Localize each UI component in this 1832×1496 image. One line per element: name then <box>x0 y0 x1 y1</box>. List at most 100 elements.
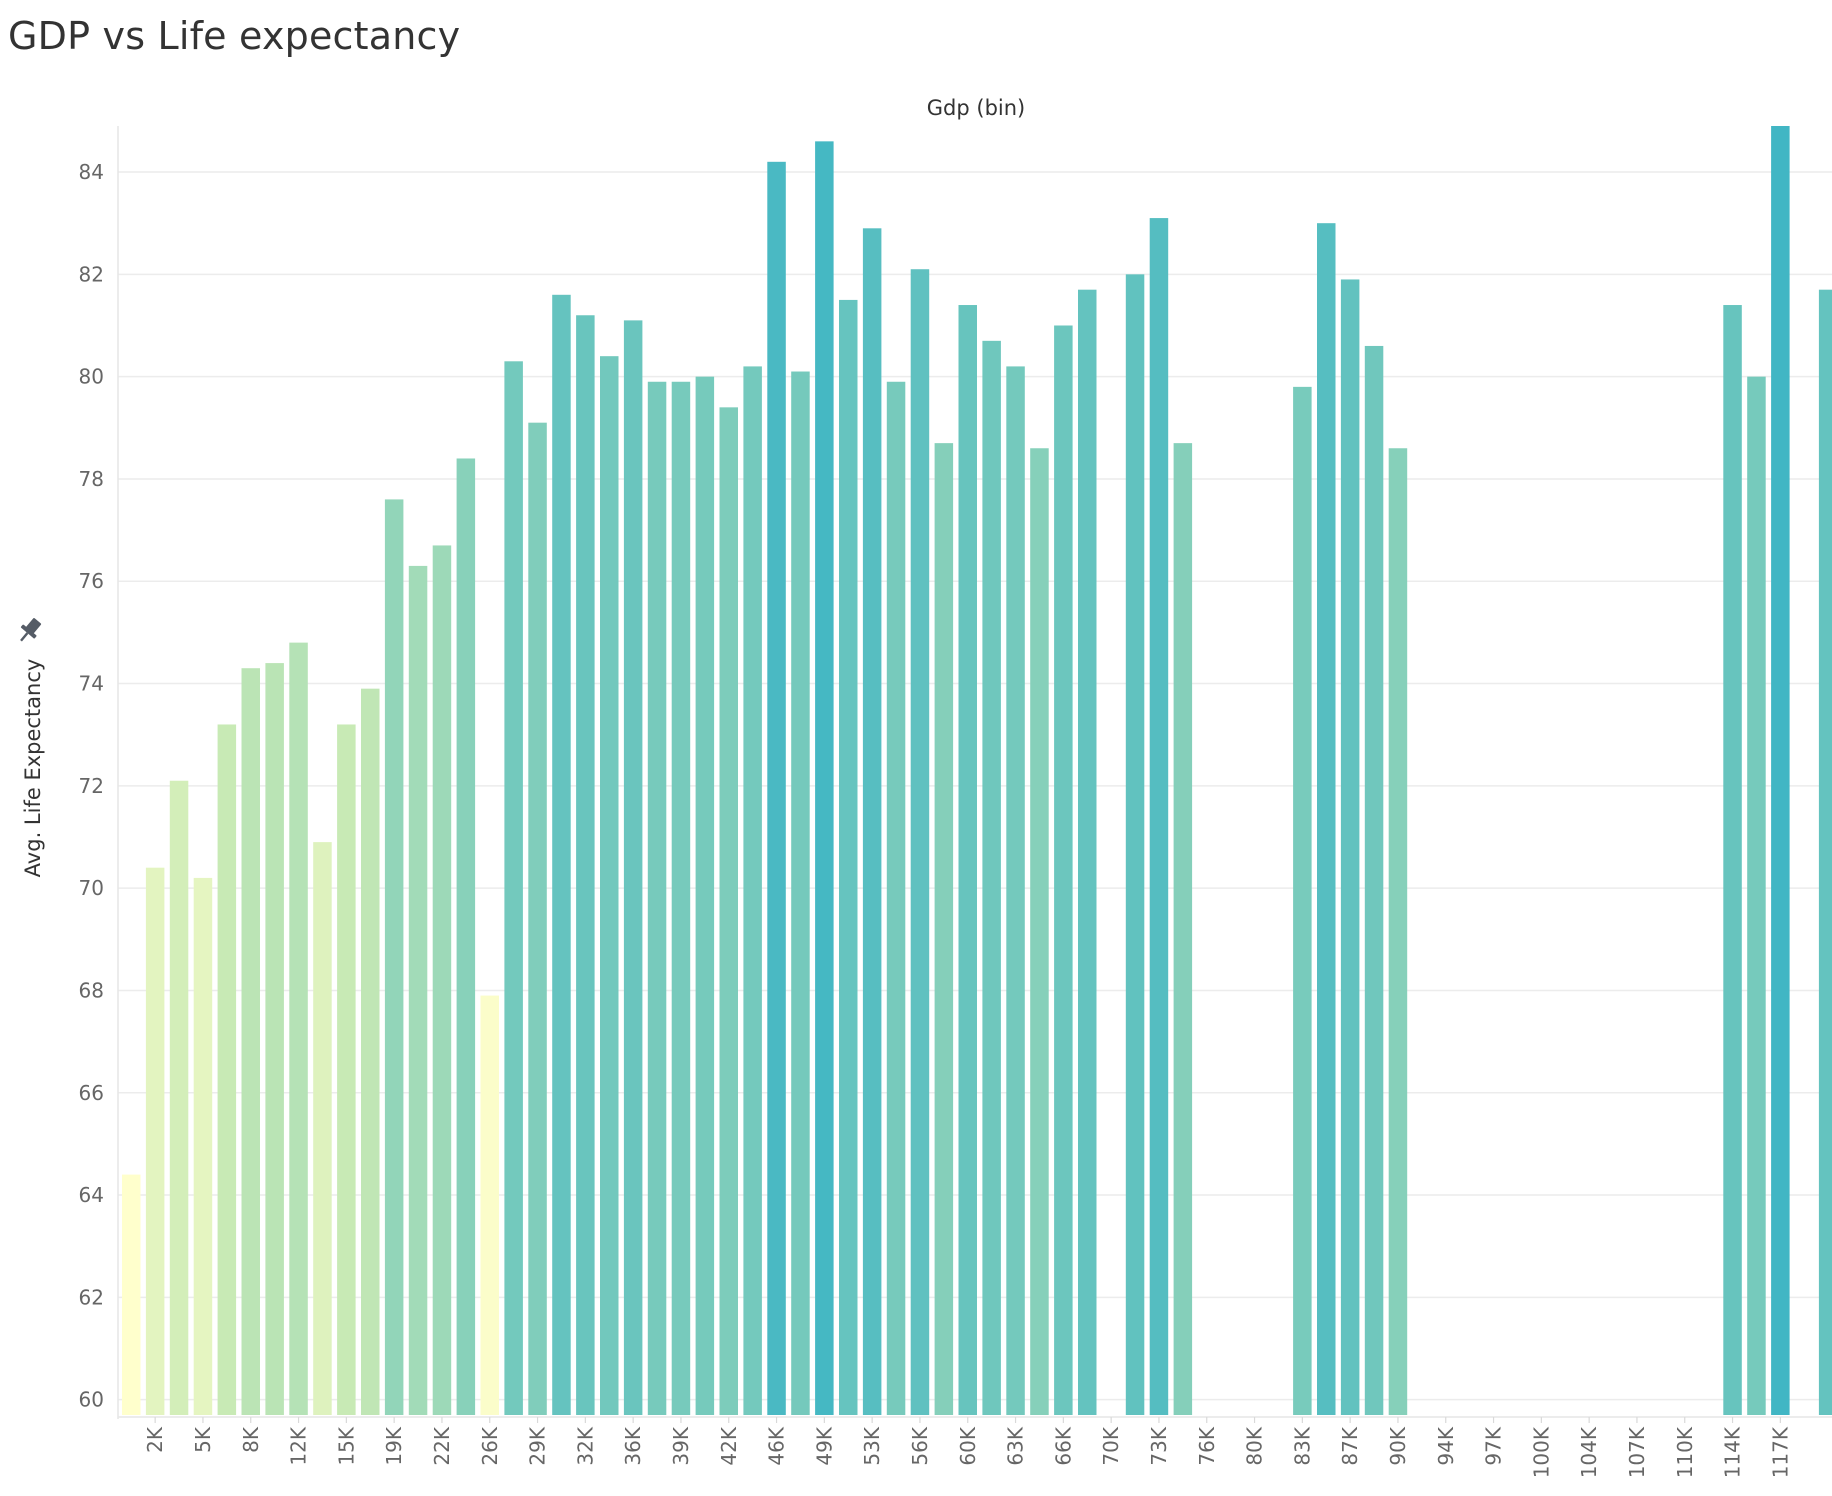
x-tick-label: 39K <box>669 1426 693 1465</box>
bar[interactable] <box>361 688 380 1415</box>
bar[interactable] <box>886 381 906 1416</box>
bar[interactable] <box>1078 289 1097 1416</box>
bar[interactable] <box>1030 448 1049 1415</box>
bar[interactable] <box>1317 223 1336 1415</box>
bar[interactable] <box>313 842 332 1415</box>
x-tick-label: 70K <box>1099 1426 1123 1465</box>
bar[interactable] <box>647 381 667 1416</box>
bar[interactable] <box>504 361 523 1415</box>
bar[interactable] <box>289 642 308 1415</box>
x-tick-label: 56K <box>908 1426 932 1465</box>
x-tick-label: 15K <box>334 1426 358 1465</box>
x-tick-label: 42K <box>717 1426 741 1465</box>
chart-title: GDP vs Life expectancy <box>8 14 461 58</box>
y-tick-label: 82 <box>79 262 104 286</box>
bar[interactable] <box>671 381 691 1416</box>
x-tick-label: 5K <box>191 1426 215 1453</box>
bar[interactable] <box>1293 386 1312 1416</box>
x-tick-label: 114K <box>1721 1426 1745 1478</box>
y-tick-label: 64 <box>79 1183 104 1207</box>
bar[interactable] <box>815 141 834 1416</box>
x-axis-title: Gdp (bin) <box>927 96 1025 120</box>
y-tick-label: 80 <box>79 365 104 389</box>
x-tick-label: 80K <box>1243 1426 1267 1465</box>
bar[interactable] <box>432 545 452 1415</box>
bar[interactable] <box>241 668 261 1415</box>
bar[interactable] <box>958 305 978 1415</box>
x-tick-label: 49K <box>812 1426 836 1465</box>
bar[interactable] <box>1173 443 1193 1416</box>
x-tick-label: 8K <box>239 1426 263 1453</box>
bar[interactable] <box>1771 126 1790 1415</box>
x-tick-label: 46K <box>765 1426 789 1465</box>
bar[interactable] <box>480 995 500 1415</box>
bar[interactable] <box>1747 376 1766 1415</box>
bar[interactable] <box>456 458 476 1415</box>
y-tick-label: 66 <box>79 1081 104 1105</box>
y-tick-label: 60 <box>79 1388 104 1412</box>
bar[interactable] <box>1723 305 1742 1415</box>
bar[interactable] <box>337 724 356 1415</box>
bar[interactable] <box>1340 279 1360 1415</box>
bar[interactable] <box>1054 325 1073 1416</box>
bar[interactable] <box>552 294 571 1415</box>
x-tick-label: 73K <box>1147 1426 1171 1465</box>
bar[interactable] <box>743 366 762 1416</box>
x-tick-label: 97K <box>1482 1426 1506 1465</box>
bar[interactable] <box>839 299 858 1415</box>
x-tick-label: 26K <box>478 1426 502 1465</box>
bar[interactable] <box>528 422 547 1416</box>
x-tick-label: 53K <box>860 1426 884 1465</box>
y-tick-label: 84 <box>79 160 104 184</box>
x-tick-label: 19K <box>382 1426 406 1465</box>
x-tick-label: 87K <box>1338 1426 1362 1465</box>
bars <box>122 126 1832 1416</box>
bar[interactable] <box>1149 218 1169 1416</box>
bar[interactable] <box>862 228 882 1415</box>
bar[interactable] <box>576 315 595 1415</box>
y-tick-label: 62 <box>79 1285 104 1309</box>
y-tick-label: 72 <box>79 774 104 798</box>
x-tick-label: 2K <box>143 1426 167 1453</box>
x-axis: 2K 5K 8K 12K 15K 19K 22K 26K 29K 32K 36K 39K 42K 46K 4… <box>118 1416 1832 1478</box>
bar[interactable] <box>767 161 786 1416</box>
bar[interactable] <box>122 1174 141 1415</box>
bar[interactable] <box>265 663 284 1415</box>
bar[interactable] <box>1388 448 1408 1415</box>
x-tick-label: 94K <box>1434 1426 1458 1465</box>
bar[interactable] <box>791 371 810 1415</box>
y-tick-label: 70 <box>79 876 104 900</box>
bar[interactable] <box>193 877 213 1415</box>
bar[interactable] <box>982 340 1001 1415</box>
bar[interactable] <box>145 867 165 1415</box>
bar[interactable] <box>1818 289 1832 1416</box>
x-tick-label: 36K <box>621 1426 645 1465</box>
y-tick-label: 76 <box>79 569 104 593</box>
bar[interactable] <box>169 780 189 1415</box>
x-tick-label: 32K <box>573 1426 597 1465</box>
bar[interactable] <box>384 499 404 1416</box>
y-tick-label: 68 <box>79 978 104 1002</box>
x-tick-label: 110K <box>1673 1426 1697 1478</box>
pin-icon[interactable] <box>14 615 45 646</box>
bar[interactable] <box>408 565 428 1415</box>
bar[interactable] <box>934 443 954 1416</box>
bar[interactable] <box>1125 274 1145 1416</box>
bar[interactable] <box>1006 366 1025 1416</box>
bar[interactable] <box>217 724 237 1415</box>
y-tick-label: 74 <box>79 672 104 696</box>
bar[interactable] <box>1364 345 1384 1415</box>
x-tick-label: 104K <box>1577 1426 1601 1478</box>
bar[interactable] <box>719 407 739 1416</box>
bar[interactable] <box>600 356 619 1415</box>
y-axis-title: Avg. Life Expectancy <box>21 659 45 878</box>
x-tick-label: 66K <box>1051 1426 1075 1465</box>
bar[interactable] <box>695 376 715 1415</box>
bar[interactable] <box>910 269 930 1416</box>
y-tick-label: 78 <box>79 467 104 491</box>
bar[interactable] <box>623 320 643 1415</box>
x-tick-label: 90K <box>1386 1426 1410 1465</box>
x-tick-label: 100K <box>1529 1426 1553 1478</box>
y-axis: 60 62 64 66 68 70 72 74 76 78 80 82 84 <box>79 126 119 1419</box>
